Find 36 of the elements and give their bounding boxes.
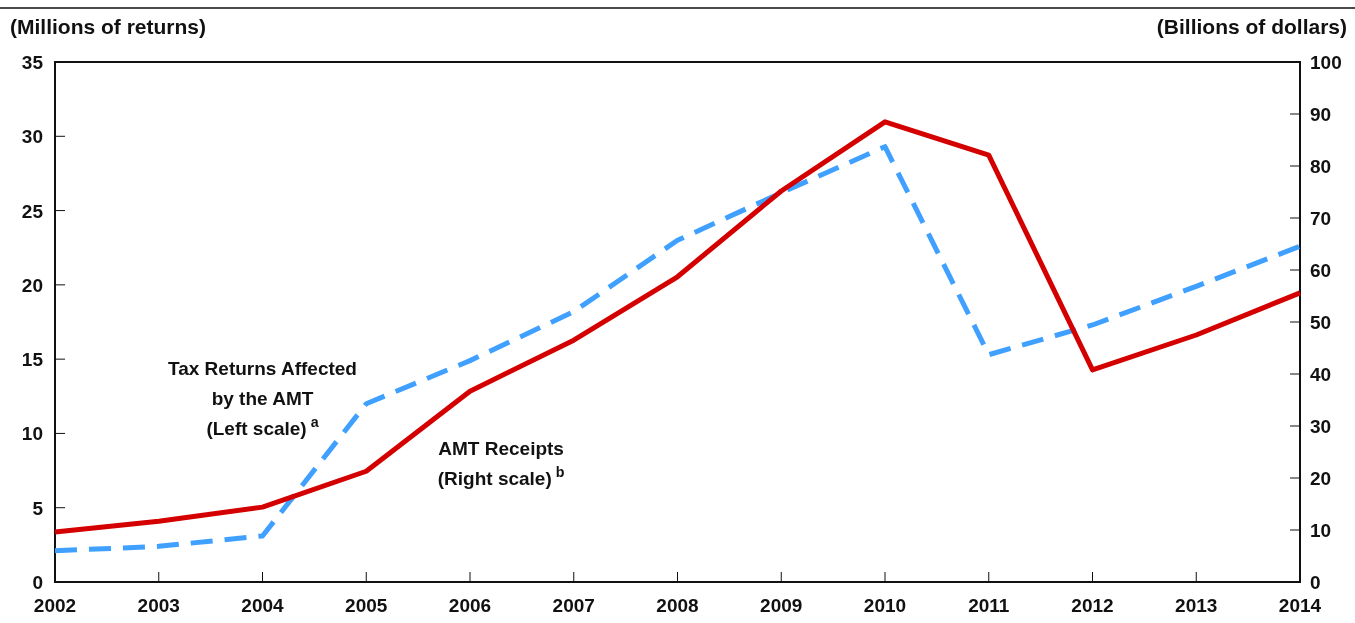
- y-tick-label: 30: [21, 126, 43, 148]
- y2-tick-label: 100: [1310, 52, 1342, 73]
- x-tick-label: 2004: [241, 595, 285, 616]
- y2-tick-label: 60: [1310, 260, 1332, 281]
- y-tick-label: 15: [21, 349, 44, 371]
- y-tick-label: 35: [21, 52, 44, 73]
- x-tick-label: 2009: [760, 595, 803, 616]
- y2-tick-label: 0: [1310, 572, 1321, 593]
- y-tick-label: 10: [21, 423, 43, 445]
- x-tick-label: 2011: [968, 595, 1010, 616]
- y-tick-label: 5: [32, 497, 44, 519]
- x-tick-label: 2013: [1175, 595, 1218, 616]
- y2-tick-label: 90: [1310, 104, 1332, 125]
- x-tick-label: 2005: [345, 595, 388, 616]
- x-tick-label: 2002: [33, 595, 77, 616]
- y2-tick-label: 50: [1310, 312, 1332, 333]
- y2-tick-label: 80: [1310, 156, 1332, 177]
- y2-axis-title: (Billions of dollars): [1156, 15, 1347, 38]
- y2-tick-label: 40: [1310, 364, 1332, 385]
- x-tick-label: 2006: [448, 595, 492, 616]
- x-tick-label: 2008: [656, 595, 699, 616]
- y2-tick-label: 30: [1310, 416, 1332, 437]
- series-label: Tax Returns Affected by the AMT (Left scale)$^{a}$: [168, 358, 357, 440]
- y-tick-label: 20: [21, 274, 43, 296]
- y2-tick-label: 70: [1310, 208, 1332, 229]
- x-tick-label: 2003: [137, 595, 180, 616]
- y-tick-label: 25: [21, 200, 44, 222]
- x-tick-label: 2012: [1071, 595, 1114, 616]
- x-tick-label: 2010: [863, 595, 907, 616]
- series-label: AMT Receipts (Right scale)$^{b}$: [437, 437, 565, 489]
- x-tick-label: 2007: [552, 595, 595, 616]
- y-axis-title: (Millions of returns): [10, 15, 206, 38]
- y2-tick-label: 10: [1310, 520, 1332, 541]
- y-tick-label: 0: [32, 572, 43, 593]
- y2-tick-label: 20: [1310, 468, 1332, 489]
- x-tick-label: 2014: [1278, 595, 1322, 616]
